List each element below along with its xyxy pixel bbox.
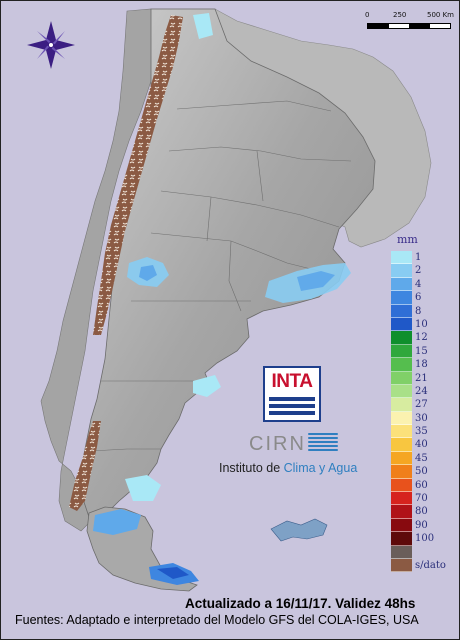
legend-swatch bbox=[391, 425, 412, 439]
legend-swatch bbox=[391, 532, 412, 546]
legend-row: 10 bbox=[391, 317, 457, 332]
legend-swatch bbox=[391, 344, 412, 359]
legend-label: 90 bbox=[415, 519, 428, 531]
legend-label: 21 bbox=[415, 372, 428, 384]
legend-swatch bbox=[391, 317, 412, 332]
precipitation-patches bbox=[93, 13, 351, 585]
legend-swatch bbox=[391, 492, 412, 506]
legend-unit: mm bbox=[397, 233, 418, 246]
legend-swatch bbox=[391, 384, 412, 399]
legend-row: 30 bbox=[391, 411, 457, 426]
legend-label: 24 bbox=[415, 385, 428, 397]
legend-row: 21 bbox=[391, 371, 457, 385]
cirn-waves-icon bbox=[308, 433, 338, 453]
legend-label: 30 bbox=[415, 412, 428, 424]
legend-label: 1 bbox=[415, 252, 422, 263]
legend-label: 18 bbox=[415, 359, 428, 371]
legend-row: 18 bbox=[391, 358, 457, 372]
province-borders bbox=[90, 100, 352, 452]
scale-label-500: 500 Km bbox=[427, 11, 454, 19]
legend-row: 80 bbox=[391, 505, 457, 519]
legend-label: 2 bbox=[415, 265, 422, 277]
legend-label: 6 bbox=[415, 292, 422, 304]
precipitation-legend: 1 2 4 6 8 10 12 15 18 21 24 27 30 35 40 45 50 60 70 80 90 100… bbox=[391, 251, 457, 573]
legend-label: 80 bbox=[415, 506, 428, 518]
legend-row bbox=[391, 545, 457, 559]
legend-row: 100 bbox=[391, 532, 457, 546]
inta-logo: INTA bbox=[263, 366, 321, 422]
legend-row: 24 bbox=[391, 384, 457, 399]
legend-label: s/dato bbox=[415, 559, 446, 571]
legend-label: 15 bbox=[415, 345, 428, 357]
legend-label: 12 bbox=[415, 332, 428, 344]
legend-label: 10 bbox=[415, 318, 428, 330]
legend-swatch bbox=[391, 358, 412, 372]
legend-row: 1 bbox=[391, 251, 457, 265]
legend-swatch bbox=[391, 465, 412, 479]
legend-row: 8 bbox=[391, 304, 457, 318]
malvinas-islands bbox=[270, 518, 328, 542]
legend-row: 15 bbox=[391, 344, 457, 359]
legend-swatch bbox=[391, 438, 412, 452]
andes-no-data bbox=[93, 15, 183, 335]
legend-row: s/dato bbox=[391, 558, 457, 573]
scale-bar-graphic bbox=[367, 23, 451, 29]
legend-swatch bbox=[391, 518, 412, 533]
legend-swatch bbox=[391, 411, 412, 426]
legend-label: 35 bbox=[415, 426, 428, 438]
chile-coast bbox=[40, 8, 160, 532]
legend-label: 4 bbox=[415, 278, 422, 290]
legend-row: 4 bbox=[391, 277, 457, 292]
legend-row: 12 bbox=[391, 331, 457, 345]
legend-swatch bbox=[391, 264, 412, 278]
legend-row: 40 bbox=[391, 438, 457, 452]
legend-row: 6 bbox=[391, 291, 457, 305]
legend-label: 100 bbox=[415, 533, 435, 545]
legend-label: 60 bbox=[415, 479, 428, 491]
patagonia-no-data bbox=[69, 421, 101, 511]
legend-label: 8 bbox=[415, 305, 422, 317]
scale-label-250: 250 bbox=[393, 11, 407, 19]
scale-bar: 0 250 500 Km bbox=[365, 11, 459, 33]
legend-swatch bbox=[391, 331, 412, 345]
legend-swatch bbox=[391, 398, 412, 412]
legend-swatch bbox=[391, 478, 412, 493]
instituto-highlight: Clima y Agua bbox=[283, 461, 358, 475]
instituto-prefix: Instituto de bbox=[219, 461, 284, 475]
scale-label-0: 0 bbox=[365, 11, 370, 19]
legend-row: 35 bbox=[391, 425, 457, 439]
cirn-logo: CIRN bbox=[249, 433, 306, 455]
legend-label: 40 bbox=[415, 439, 428, 451]
legend-row: 50 bbox=[391, 465, 457, 479]
legend-swatch bbox=[391, 277, 412, 292]
legend-row: 60 bbox=[391, 478, 457, 493]
legend-swatch bbox=[391, 451, 412, 466]
legend-label: 45 bbox=[415, 452, 428, 464]
legend-row: 90 bbox=[391, 518, 457, 533]
legend-label: 50 bbox=[415, 466, 428, 478]
inta-logo-text: INTA bbox=[271, 371, 313, 392]
sources-note: Fuentes: Adaptado e interpretado del Mod… bbox=[15, 613, 419, 627]
legend-label: 70 bbox=[415, 493, 428, 505]
legend-row: 2 bbox=[391, 264, 457, 278]
legend-row: 27 bbox=[391, 398, 457, 412]
legend-swatch bbox=[391, 505, 412, 519]
compass-rose-icon bbox=[27, 21, 75, 69]
legend-swatch bbox=[391, 251, 412, 265]
legend-swatch bbox=[391, 304, 412, 318]
instituto-name: Instituto de Clima y Agua bbox=[219, 461, 357, 475]
legend-swatch bbox=[391, 545, 412, 559]
update-notice: Actualizado a 16/11/17. Validez 48hs bbox=[185, 596, 416, 611]
legend-label: 27 bbox=[415, 399, 428, 411]
legend-swatch bbox=[391, 291, 412, 305]
legend-swatch bbox=[391, 558, 412, 573]
legend-row: 45 bbox=[391, 451, 457, 466]
legend-row: 70 bbox=[391, 492, 457, 506]
legend-swatch bbox=[391, 371, 412, 385]
